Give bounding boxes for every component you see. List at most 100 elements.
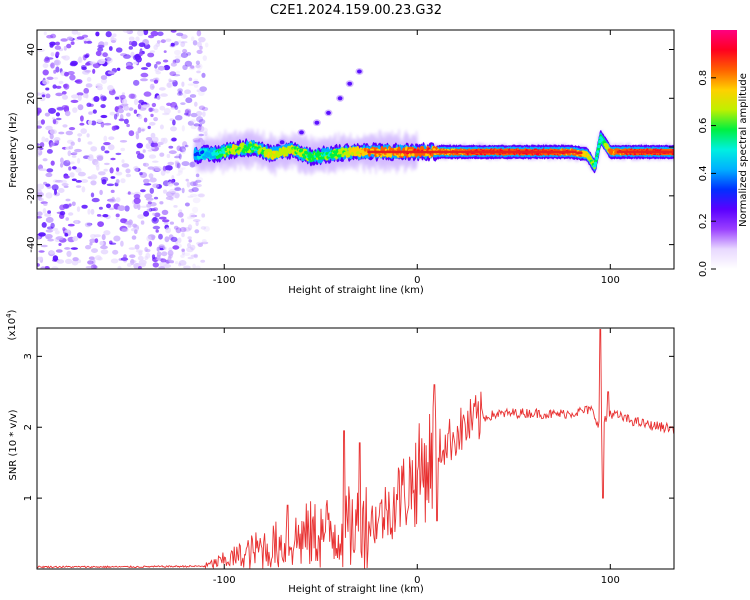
noise-blob: [49, 129, 57, 135]
colorbar: 0.0 0.2 0.4 0.6 0.8 Normalized spectral ampl…: [698, 30, 749, 277]
noise-blob: [87, 120, 93, 125]
noise-blob: [42, 158, 48, 162]
ridge-point: [266, 148, 271, 152]
noise-blob: [170, 42, 175, 47]
noise-blob: [64, 247, 70, 250]
noise-blob: [180, 41, 188, 44]
noise-blob: [108, 207, 115, 211]
noise-blob: [177, 109, 181, 114]
noise-blob: [120, 147, 125, 152]
noise-blob: [37, 256, 44, 261]
branch-point: [326, 110, 331, 115]
ridge-point: [597, 144, 601, 149]
noise-blob: [77, 57, 83, 64]
x-tick-label: 100: [601, 275, 620, 286]
noise-blob: [170, 236, 178, 243]
noise-blob: [110, 176, 116, 179]
noise-blob: [41, 94, 46, 98]
noise-blob: [145, 137, 153, 141]
noise-blob: [69, 172, 75, 178]
noise-blob: [72, 236, 79, 242]
noise-blob: [192, 263, 196, 269]
noise-blob: [173, 182, 180, 186]
noise-blob: [86, 40, 93, 44]
noise-blob: [131, 40, 138, 47]
noise-blob: [50, 52, 55, 57]
noise-blob: [133, 61, 138, 65]
noise-blob: [180, 254, 185, 258]
noise-blob: [186, 52, 192, 56]
noise-blob: [77, 232, 83, 239]
noise-blob: [198, 36, 206, 43]
noise-blob: [160, 170, 166, 176]
noise-blob: [115, 179, 120, 184]
ridge-point: [222, 151, 226, 155]
noise-blob: [183, 227, 191, 232]
x-tick-label: 0: [414, 575, 420, 586]
noise-blob: [182, 92, 187, 99]
noise-blob: [180, 149, 184, 153]
ridge-point: [212, 155, 216, 159]
noise-blob: [182, 64, 188, 71]
noise-blob: [40, 119, 46, 125]
noise-blob: [184, 108, 192, 114]
spectrogram-x-label: Height of straight line (km): [288, 285, 424, 296]
noise-blob: [104, 41, 109, 46]
noise-blob: [82, 93, 89, 98]
noise-blob: [135, 133, 140, 140]
noise-blob: [172, 245, 180, 250]
noise-blob: [129, 40, 132, 46]
ridge-point: [262, 146, 266, 151]
noise-blob: [85, 62, 91, 66]
noise-blob: [127, 191, 131, 195]
noise-blob: [163, 64, 171, 71]
noise-blob: [125, 168, 131, 174]
noise-blob: [170, 101, 178, 109]
noise-blob: [128, 130, 135, 137]
noise-blob: [193, 123, 200, 127]
branch-point: [357, 69, 362, 74]
noise-blob: [187, 83, 195, 86]
ridge-point: [432, 148, 436, 152]
branch-point: [299, 130, 304, 135]
noise-blob: [190, 119, 196, 123]
noise-blob: [156, 40, 161, 44]
noise-blob: [169, 221, 174, 225]
ridge-point: [346, 153, 350, 157]
noise-blob: [153, 196, 159, 200]
noise-blob: [68, 127, 76, 131]
noise-blob: [143, 162, 150, 167]
noise-blob: [70, 161, 75, 165]
noise-blob: [68, 166, 72, 171]
noise-blob: [115, 213, 120, 218]
noise-blob: [165, 227, 172, 234]
noise-blob: [58, 131, 65, 135]
noise-blob: [192, 197, 201, 204]
noise-blob: [95, 50, 102, 57]
noise-blob: [117, 265, 122, 269]
noise-blob: [159, 87, 166, 91]
noise-blob: [104, 162, 110, 166]
noise-blob: [163, 264, 172, 268]
noise-blob: [93, 234, 101, 238]
noise-blob: [97, 47, 104, 52]
noise-blob: [143, 210, 150, 217]
noise-scatter: [37, 30, 210, 269]
noise-blob: [143, 91, 152, 97]
noise-blob: [63, 185, 69, 188]
noise-blob: [87, 260, 94, 265]
noise-blob: [161, 251, 168, 257]
noise-blob: [187, 195, 194, 198]
ridge-point: [430, 153, 434, 157]
noise-blob: [106, 203, 111, 209]
noise-blob: [181, 125, 185, 132]
noise-blob: [90, 120, 97, 126]
noise-blob: [103, 168, 108, 172]
noise-blob: [55, 249, 63, 253]
noise-blob: [128, 93, 135, 99]
noise-blob: [191, 187, 199, 193]
noise-blob: [108, 46, 113, 51]
ridge-point: [269, 153, 273, 158]
noise-blob: [189, 94, 197, 98]
noise-blob: [186, 246, 194, 253]
